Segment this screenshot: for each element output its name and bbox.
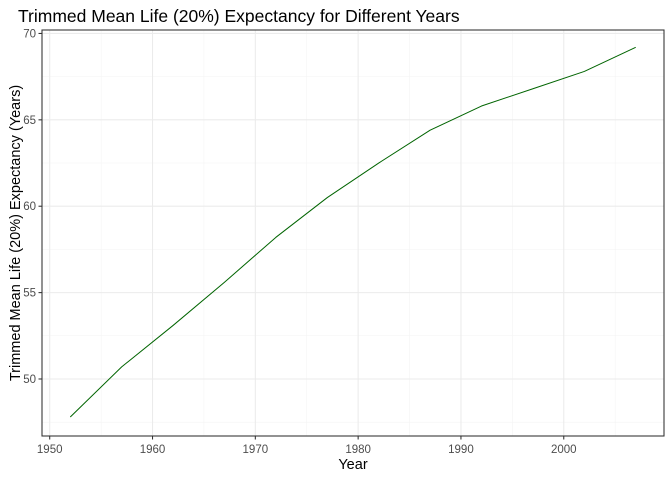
y-tick-label: 55	[23, 288, 36, 300]
x-tick-label: 1950	[37, 444, 63, 456]
x-axis: 1950 1960 1970 1980 1990 2000	[37, 436, 577, 456]
x-tick-label: 1960	[140, 444, 166, 456]
x-tick-label: 1980	[345, 444, 371, 456]
x-axis-title: Year	[338, 457, 367, 473]
x-tick-label: 2000	[551, 444, 577, 456]
y-axis: 50 55 60 65 70	[23, 28, 42, 386]
chart-title: Trimmed Mean Life (20%) Expectancy for D…	[18, 6, 460, 26]
y-axis-title: Trimmed Mean Life (20%) Expectancy (Year…	[8, 85, 24, 381]
x-tick-label: 1970	[243, 444, 269, 456]
y-tick-label: 60	[23, 201, 36, 213]
major-gridlines	[42, 30, 664, 436]
series-layer	[69, 46, 636, 418]
series-line	[69, 46, 636, 418]
plot-panel-border	[41, 29, 665, 437]
y-tick-label: 70	[23, 28, 36, 40]
y-tick-label: 50	[23, 374, 36, 386]
x-tick-label: 1990	[448, 444, 474, 456]
minor-gridlines	[42, 30, 664, 436]
y-tick-label: 65	[23, 115, 36, 127]
